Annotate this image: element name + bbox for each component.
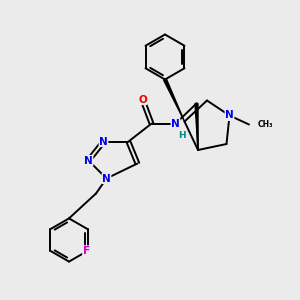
Text: O: O (138, 94, 147, 105)
Text: CH₃: CH₃ (257, 120, 273, 129)
Text: N: N (99, 136, 108, 147)
Polygon shape (195, 103, 198, 150)
Text: N: N (84, 155, 93, 166)
Text: N: N (102, 173, 111, 184)
Polygon shape (164, 79, 184, 122)
Text: H: H (178, 130, 185, 140)
Text: N: N (225, 110, 234, 121)
Text: F: F (82, 246, 90, 256)
Text: N: N (171, 118, 180, 129)
